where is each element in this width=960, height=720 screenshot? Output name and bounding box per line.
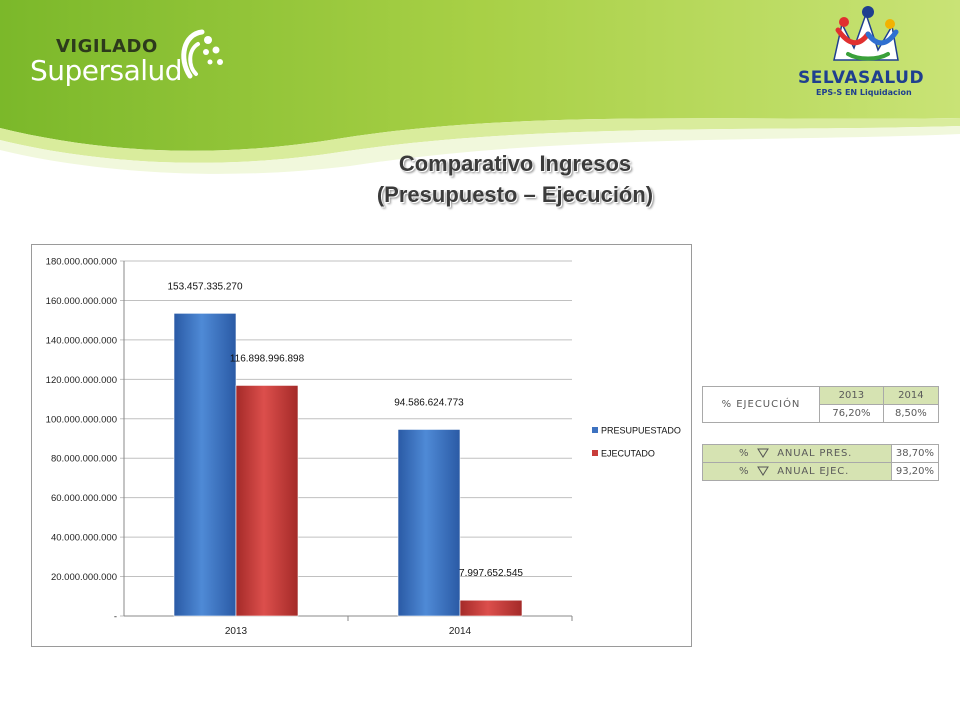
annual-pres-label: ANUAL PRES. (777, 448, 853, 459)
data-label: 116.898.996.898 (230, 353, 305, 364)
legend-label-presupuestado: PRESUPUESTADO (601, 426, 681, 436)
execution-table: % EJECUCIÓN 2013 2014 76,20% 8,50% (702, 386, 940, 423)
bar-ejecutado-2014 (459, 599, 523, 617)
supersalud-emblem-icon (181, 29, 223, 79)
annual-ejec-row: % ANUAL EJEC. (702, 462, 892, 481)
selvasalud-subtitle: EPS-S EN Liquidacion (816, 88, 912, 97)
data-label: 94.586.624.773 (394, 397, 464, 408)
annual-ejec-label: ANUAL EJEC. (777, 466, 850, 477)
y-tick-label: 160.000.000.000 (46, 296, 117, 307)
bar-presupuestado-2013 (173, 313, 237, 617)
annual-ejec-value: 93,20% (890, 462, 940, 481)
annual-pres-row: % ANUAL PRES. (702, 444, 892, 463)
annual-variation-table: % ANUAL PRES. 38,70% % ANUAL EJEC. 93,20… (702, 444, 940, 481)
percent-symbol: % (739, 466, 750, 477)
legend-label-ejecutado: EJECUTADO (601, 449, 655, 459)
y-tick-label: - (114, 612, 117, 623)
page-title: Comparativo Ingresos (Presupuesto – Ejec… (300, 148, 730, 210)
data-label: 7.997.652.545 (459, 568, 523, 579)
execution-year-2014: 2014 (882, 386, 940, 405)
y-tick-label: 100.000.000.000 (46, 414, 117, 425)
execution-year-2013: 2013 (819, 386, 884, 405)
title-line-1: Comparativo Ingresos (398, 151, 632, 176)
supersalud-logo: VIGILADO Supersalud (30, 26, 230, 96)
y-tick-label: 40.000.000.000 (51, 533, 117, 544)
bar-ejecutado-2013 (235, 385, 299, 617)
execution-value-2014: 8,50% (882, 404, 940, 423)
data-label: 153.457.335.270 (167, 281, 243, 292)
chart-canvas: - 20.000.000.000 40.000.000.000 60.000.000.… (46, 257, 681, 638)
y-tick-label: 80.000.000.000 (51, 454, 117, 465)
percent-symbol: % (739, 448, 750, 459)
y-tick-label: 60.000.000.000 (51, 493, 117, 504)
bar-chart: - 20.000.000.000 40.000.000.000 60.000.000.… (31, 244, 692, 647)
selvasalud-emblem-icon (833, 6, 899, 61)
selvasalud-logo: SELVASALUD EPS-S EN Liquidacion (792, 4, 942, 100)
logo-supersalud-text: Supersalud (30, 54, 183, 87)
bar-presupuestado-2014 (397, 429, 461, 617)
header-banner (0, 0, 960, 174)
legend-swatch-ejecutado (592, 450, 598, 456)
title-line-2: (Presupuesto – Ejecución) (376, 182, 654, 207)
y-tick-label: 140.000.000.000 (46, 335, 117, 346)
annual-pres-value: 38,70% (890, 444, 940, 463)
logo-vigilado-text: VIGILADO (56, 36, 158, 57)
y-tick-label: 180.000.000.000 (46, 257, 117, 268)
y-tick-label: 120.000.000.000 (46, 375, 117, 386)
y-tick-label: 20.000.000.000 (51, 572, 117, 583)
x-tick-label: 2013 (225, 626, 248, 637)
x-tick-label: 2014 (449, 626, 472, 637)
selvasalud-brand-text: SELVASALUD (798, 68, 925, 88)
execution-value-2013: 76,20% (819, 404, 884, 423)
legend-swatch-presupuestado (592, 427, 598, 433)
execution-label: % EJECUCIÓN (702, 386, 820, 423)
delta-triangle-icon (757, 448, 770, 458)
delta-triangle-icon (757, 466, 770, 476)
